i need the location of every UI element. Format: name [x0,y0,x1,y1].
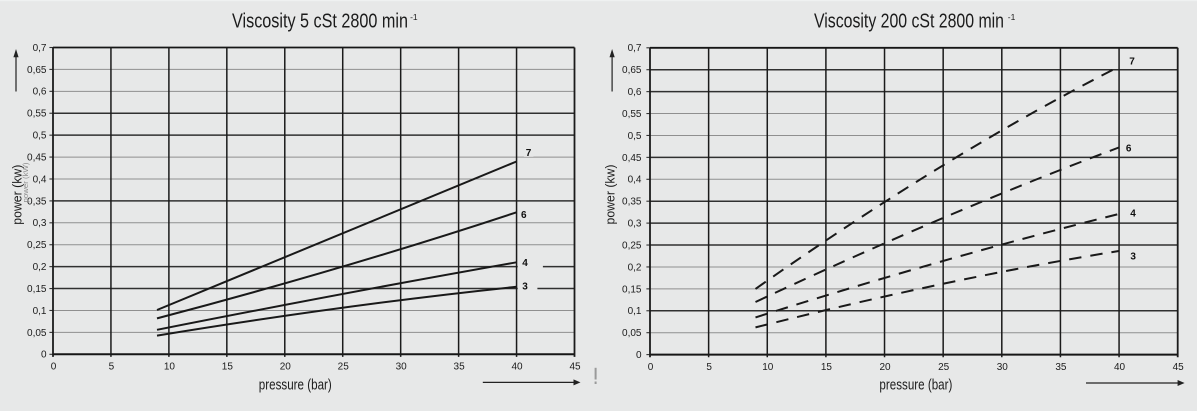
svg-text:3: 3 [522,281,528,292]
svg-text:0,3: 0,3 [628,219,642,230]
svg-text:25: 25 [338,362,350,373]
svg-text:0,45: 0,45 [622,153,642,164]
svg-text:0,65: 0,65 [27,65,47,76]
svg-text:0,65: 0,65 [622,65,642,76]
svg-text:0: 0 [648,362,654,373]
svg-text:0,15: 0,15 [27,284,47,295]
svg-text:40: 40 [511,362,523,373]
svg-text:6: 6 [1126,143,1132,154]
svg-text:7: 7 [1129,57,1135,68]
svg-text:20: 20 [280,362,292,373]
svg-text:0,55: 0,55 [27,109,47,120]
svg-text:power (kW): power (kW) [23,163,30,203]
svg-text:0,1: 0,1 [33,306,47,317]
svg-text:0: 0 [41,350,47,361]
svg-text:0,2: 0,2 [628,262,642,273]
svg-text:35: 35 [454,362,466,373]
svg-text:0,7: 0,7 [33,43,47,54]
svg-text:0,2: 0,2 [33,262,47,273]
svg-text:pressure (bar): pressure (bar) [259,377,332,393]
svg-text:-1: -1 [1008,12,1016,22]
svg-text:Viscosity 200 cSt 2800 min: Viscosity 200 cSt 2800 min [814,11,1004,33]
svg-text:-1: -1 [410,12,418,22]
svg-text:25: 25 [938,362,950,373]
svg-text:power (kw): power (kw) [604,165,618,225]
svg-text:15: 15 [222,362,234,373]
svg-text:0,55: 0,55 [622,109,642,120]
svg-text:0,35: 0,35 [27,196,47,207]
svg-text:30: 30 [997,362,1009,373]
svg-text:0: 0 [51,362,57,373]
svg-text:pressure (bar): pressure (bar) [879,377,952,393]
svg-text:15: 15 [821,362,833,373]
svg-text:5: 5 [706,362,712,373]
svg-text:20: 20 [879,362,891,373]
svg-text:0,45: 0,45 [27,152,47,163]
svg-text:6: 6 [521,210,527,221]
svg-text:0,6: 0,6 [628,87,642,98]
svg-text:5: 5 [109,362,115,373]
svg-text:0,4: 0,4 [628,175,642,186]
svg-text:0,25: 0,25 [27,240,47,251]
svg-text:0,35: 0,35 [622,197,642,208]
svg-text:3: 3 [1130,252,1136,263]
svg-text:0,5: 0,5 [33,131,47,142]
svg-text:0: 0 [636,350,642,361]
svg-text:0,15: 0,15 [622,284,642,295]
svg-text:0,6: 0,6 [33,87,47,98]
svg-text:0,05: 0,05 [27,328,47,339]
svg-text:0,1: 0,1 [628,306,642,317]
svg-text:10: 10 [164,362,176,373]
svg-text:0,4: 0,4 [33,174,47,185]
svg-text:0,25: 0,25 [622,240,642,251]
svg-text:45: 45 [569,362,581,373]
svg-text:4: 4 [522,258,528,269]
svg-text:0,05: 0,05 [622,328,642,339]
svg-text:30: 30 [396,362,408,373]
svg-text:power (kw): power (kw) [11,165,25,225]
svg-text:0,7: 0,7 [628,43,642,54]
svg-text:10: 10 [762,362,774,373]
svg-text:0,5: 0,5 [628,131,642,142]
svg-text:0,3: 0,3 [33,218,47,229]
svg-text:45: 45 [1173,362,1185,373]
svg-text:4: 4 [1130,209,1136,220]
svg-text:40: 40 [1114,362,1126,373]
svg-text:7: 7 [526,148,532,159]
svg-text:35: 35 [1055,362,1067,373]
svg-text:Viscosity 5 cSt 2800 min: Viscosity 5 cSt 2800 min [232,11,408,33]
